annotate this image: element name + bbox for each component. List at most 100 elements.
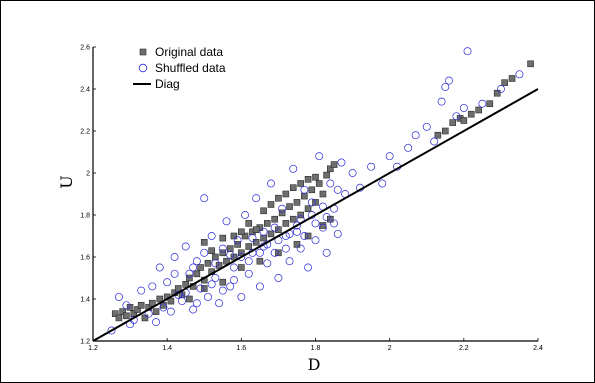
original-data-point (245, 243, 253, 250)
y-tick-label: 2 (86, 171, 90, 178)
shuffled-data-point (163, 278, 172, 287)
shuffled-data-point (300, 185, 309, 194)
original-data-point (486, 100, 494, 107)
original-data-series (111, 60, 534, 322)
shuffled-data-point (422, 122, 431, 131)
original-data-point (282, 190, 290, 198)
original-data-point (238, 249, 245, 257)
shuffled-data-point (330, 219, 338, 228)
shuffled-data-point (430, 137, 439, 146)
shuffled-data-point (166, 307, 175, 316)
shuffled-data-point (226, 282, 235, 291)
shuffled-data-point (229, 263, 238, 272)
original-data-point (267, 201, 275, 208)
shuffled-data-point (148, 282, 157, 291)
shuffled-data-point (192, 257, 201, 266)
shuffled-data-point (252, 194, 261, 203)
legend-diag-label: Diag (155, 77, 180, 91)
x-tick-label: 2.2 (459, 345, 469, 352)
shuffled-data-point (348, 169, 357, 177)
original-data-point (252, 226, 260, 233)
original-data-point (256, 257, 264, 265)
original-data-point (186, 274, 193, 282)
original-data-point (467, 110, 475, 118)
shuffled-data-point (437, 97, 446, 106)
original-data-point (234, 241, 241, 248)
shuffled-data-point (218, 286, 227, 295)
tick-labels: 1.2 1.4 1.6 1.8 2 2.2 2.4 1.2 1.4 1.6 1.8 2 2.2 2.4 2.… (80, 45, 543, 353)
shuffled-data-point (411, 131, 420, 140)
original-data-point (260, 207, 267, 215)
shuffled-data-point (445, 76, 453, 85)
legend-original-label: Original data (155, 45, 223, 59)
shuffled-data-point (285, 257, 294, 266)
shuffled-data-point (233, 236, 242, 245)
shuffled-data-point (278, 204, 287, 213)
legend-original-marker (139, 48, 147, 56)
y-tick-label: 1.4 (80, 297, 90, 304)
original-data-point (323, 171, 330, 179)
y-tick-label: 1.8 (80, 213, 90, 220)
shuffled-data-point (378, 179, 387, 188)
original-data-point (223, 257, 230, 265)
original-data-point (327, 165, 334, 173)
shuffled-data-point (293, 227, 301, 236)
shuffled-data-point (211, 274, 220, 282)
shuffled-data-point (441, 82, 450, 91)
x-tick-label: 2.4 (533, 345, 543, 352)
original-data-point (441, 127, 449, 135)
original-data-point (245, 220, 253, 227)
original-data-point (200, 239, 208, 246)
shuffled-data-point (367, 162, 376, 171)
shuffled-data-point (192, 299, 201, 308)
shuffled-data-point (222, 217, 231, 226)
shuffled-data-point (196, 284, 205, 293)
original-data-point (297, 180, 304, 187)
original-data-point (186, 295, 193, 303)
y-tick-label: 2.4 (80, 87, 90, 94)
shuffled-data-point (307, 198, 316, 207)
original-data-point (297, 211, 304, 219)
original-data-point (141, 314, 149, 322)
shuffled-data-point (185, 269, 194, 278)
original-data-point (238, 228, 245, 236)
shuffled-data-point (281, 244, 290, 253)
original-data-point (278, 209, 286, 217)
original-data-point (282, 220, 290, 227)
legend: Original data Shuffled data Diag (133, 45, 226, 91)
shuffled-data-point (218, 244, 227, 253)
x-tick-label: 1.2 (88, 345, 98, 352)
shuffled-data-point (385, 152, 394, 161)
original-data-point (219, 278, 227, 286)
original-data-point (152, 308, 160, 315)
shuffled-data-point (311, 236, 320, 245)
original-data-point (241, 232, 249, 240)
shuffled-data-point (259, 227, 268, 236)
original-data-point (123, 312, 130, 320)
y-tick-label: 1.6 (80, 255, 90, 262)
original-data-point (252, 239, 260, 246)
diag-line (92, 88, 539, 342)
shuffled-data-point (115, 292, 123, 301)
legend-shuffled-marker (138, 63, 148, 73)
shuffled-data-point (270, 223, 279, 232)
x-tick-label: 1.4 (162, 345, 172, 352)
shuffled-data-point (226, 250, 235, 259)
original-data-point (204, 259, 212, 267)
original-data-point (115, 314, 123, 322)
original-data-point (475, 106, 482, 114)
original-data-point (238, 264, 245, 271)
shuffled-data-point (274, 274, 283, 282)
shuffled-data-point (463, 47, 472, 56)
shuffled-data-point (255, 282, 264, 291)
shuffled-data-point (207, 232, 216, 240)
shuffled-data-point (322, 213, 331, 222)
shuffled-data-point (452, 112, 461, 121)
original-data-point (271, 215, 279, 223)
legend-shuffled-label: Shuffled data (155, 61, 226, 75)
shuffled-data-point (326, 179, 335, 188)
diag-series (92, 88, 539, 342)
y-axis-label: U (57, 175, 76, 188)
shuffled-data-point (204, 292, 212, 301)
